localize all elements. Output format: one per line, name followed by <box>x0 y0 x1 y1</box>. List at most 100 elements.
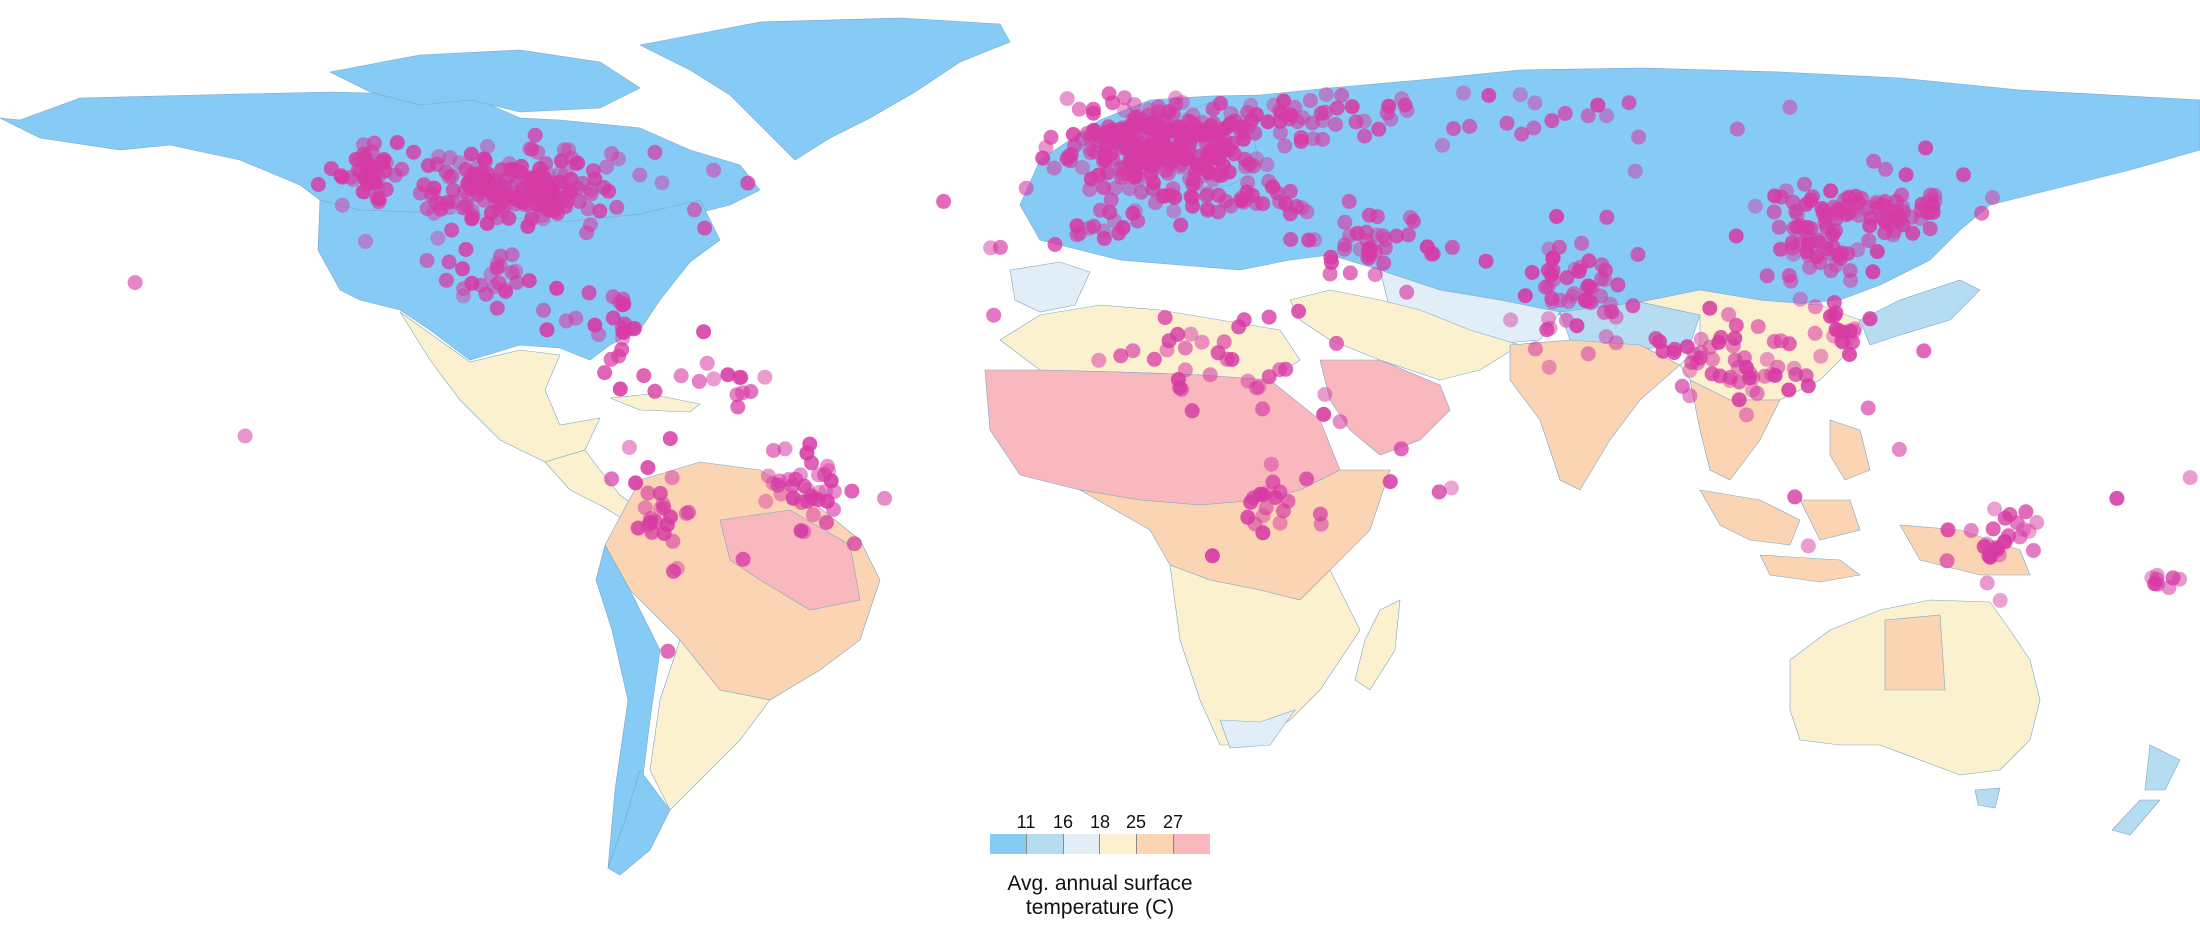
city-dot <box>442 150 458 166</box>
city-dot <box>1059 91 1075 107</box>
city-dot <box>1877 214 1893 230</box>
city-dot <box>1247 516 1263 532</box>
city-dot <box>655 496 671 512</box>
city-dot <box>419 253 435 268</box>
city-dot <box>412 185 428 201</box>
city-dot <box>1126 97 1142 112</box>
city-dot <box>534 187 550 203</box>
city-dot <box>1255 487 1271 503</box>
city-dot <box>1082 181 1098 197</box>
city-dot <box>1823 183 1839 199</box>
city-dot <box>846 536 862 552</box>
city-dot <box>696 324 712 340</box>
city-dot <box>1749 385 1765 401</box>
city-dot <box>461 174 477 190</box>
city-dot <box>421 158 436 173</box>
city-dot <box>583 186 599 202</box>
city-dot <box>598 159 614 175</box>
city-dot <box>441 254 457 270</box>
city-dot <box>493 248 508 264</box>
city-dot <box>1596 304 1612 320</box>
city-dot <box>1258 500 1274 516</box>
legend-tick-16: 16 <box>1052 812 1074 832</box>
city-dot <box>652 501 668 517</box>
city-dot <box>1127 203 1143 219</box>
city-dot <box>1173 217 1189 233</box>
city-dot <box>539 322 555 338</box>
city-dot <box>508 263 524 279</box>
legend-swatch-11-16 <box>1026 834 1064 854</box>
city-dot <box>1594 271 1609 287</box>
legend-tick-11: 11 <box>1016 812 1036 832</box>
city-dot <box>1788 203 1804 219</box>
city-dot <box>549 280 565 296</box>
city-dot <box>1183 326 1199 342</box>
city-dot <box>524 141 540 157</box>
city-dot <box>1541 359 1557 375</box>
city-dot <box>1083 145 1099 161</box>
city-dot <box>760 468 776 484</box>
city-dot <box>1652 334 1667 350</box>
city-dot <box>1332 414 1348 430</box>
city-dot <box>1120 136 1136 152</box>
city-dot <box>1216 334 1232 350</box>
city-dot <box>570 180 586 196</box>
city-dot <box>1130 109 1146 125</box>
city-dot <box>1105 122 1121 138</box>
city-dot <box>1283 232 1299 247</box>
city-dot <box>605 289 621 305</box>
city-dot <box>1985 521 2001 537</box>
city-dot <box>1259 157 1275 172</box>
city-dot <box>1728 228 1744 244</box>
legend-swatch-below-11 <box>990 834 1027 854</box>
city-dot <box>1481 88 1497 103</box>
city-dot <box>699 355 715 371</box>
city-dot <box>1956 167 1971 183</box>
legend-title-line-2: temperature (C) <box>1025 896 1175 919</box>
city-dot <box>628 475 644 491</box>
city-dot <box>1785 246 1801 262</box>
city-dot <box>1035 150 1051 166</box>
city-dot <box>757 369 773 385</box>
city-dot <box>1243 97 1259 113</box>
city-dot <box>1807 299 1823 315</box>
city-dot <box>491 275 507 291</box>
city-dot <box>1358 224 1374 240</box>
city-dot <box>1443 480 1459 496</box>
city-dot <box>1750 319 1766 335</box>
city-dots <box>127 85 2198 659</box>
city-dot <box>1551 239 1567 255</box>
legend-tick-18: 18 <box>1089 812 1111 832</box>
city-dot <box>1499 115 1515 131</box>
city-dot <box>1207 150 1223 166</box>
city-dot <box>1377 232 1393 248</box>
legend-tick-25: 25 <box>1125 812 1147 832</box>
city-dot <box>1828 305 1844 320</box>
city-dot <box>1323 249 1339 265</box>
city-dot <box>444 222 460 238</box>
region-northern-australia <box>1884 614 1946 691</box>
city-dot <box>1503 312 1519 328</box>
city-dot <box>587 317 603 333</box>
city-dot <box>1544 113 1560 129</box>
city-dot <box>1992 592 2008 608</box>
city-dot <box>524 211 540 227</box>
city-dot <box>1301 232 1317 248</box>
city-dot <box>1272 194 1288 210</box>
city-dot <box>1783 273 1799 289</box>
city-dot <box>1557 105 1573 121</box>
city-dot <box>1125 120 1141 136</box>
city-dot <box>1233 125 1249 141</box>
city-dot <box>1801 232 1817 248</box>
city-dot <box>1302 93 1318 109</box>
region-new-zealand <box>2111 744 2181 836</box>
city-dot <box>1891 441 1907 457</box>
city-dot <box>1456 85 1471 101</box>
city-dot <box>1566 286 1582 301</box>
region-tasmania <box>1974 787 2001 809</box>
city-dot <box>770 477 786 493</box>
city-dot <box>564 150 580 166</box>
city-dot <box>581 285 597 301</box>
city-dot <box>1686 346 1702 362</box>
city-dot <box>1150 135 1166 151</box>
